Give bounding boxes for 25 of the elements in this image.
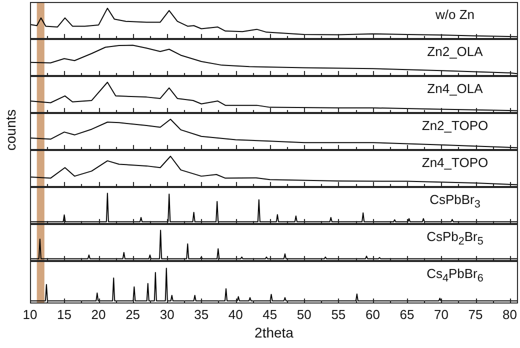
x-tick-label: 55 <box>331 306 346 322</box>
x-tick-label: 30 <box>160 306 174 322</box>
series-label: Zn2_TOPO <box>420 118 490 133</box>
x-tick-label: 70 <box>434 306 448 322</box>
x-tick-label: 75 <box>468 306 483 322</box>
series-label: Zn4_TOPO <box>420 155 490 170</box>
x-tick-label: 25 <box>126 306 140 322</box>
y-axis-title: counts <box>2 109 18 151</box>
x-tick-label: 40 <box>228 306 243 322</box>
series-label: Zn4_OLA <box>426 81 484 96</box>
series-label: w/o Zn <box>434 7 476 22</box>
series-label: Zn2_OLA <box>426 44 484 59</box>
x-axis-title: 2theta <box>254 324 294 340</box>
x-tick-label: 80 <box>502 306 518 322</box>
x-tick-label: 10 <box>22 306 38 322</box>
x-tick-label: 15 <box>57 306 72 322</box>
series-label: CsPb$_{2}$Br$_{5}$ <box>426 229 484 248</box>
x-tick-label: 45 <box>262 306 278 322</box>
x-tick-label: 50 <box>296 306 312 322</box>
series-label: CsPbBr$_{3}$ <box>428 192 482 211</box>
series-label: Cs$_{4}$PbBr$_{6}$ <box>426 266 484 285</box>
x-tick-label: 65 <box>400 306 414 322</box>
x-tick-label: 60 <box>365 306 380 322</box>
x-tick-label: 20 <box>91 306 106 322</box>
x-tick-label: 35 <box>194 306 209 322</box>
